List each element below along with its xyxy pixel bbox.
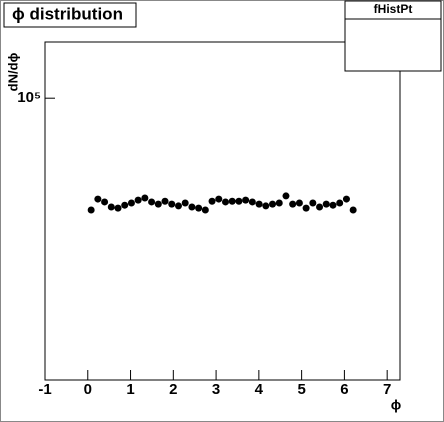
chart-title: ϕ distribution	[12, 4, 123, 23]
data-point	[121, 201, 129, 209]
data-point	[94, 195, 102, 203]
stats-box: fHistPt	[344, 0, 442, 72]
data-point	[134, 196, 142, 204]
data-point	[87, 206, 95, 214]
data-point	[269, 200, 277, 208]
data-point	[316, 203, 324, 211]
data-point	[322, 200, 330, 208]
data-point	[168, 200, 176, 208]
data-point	[221, 198, 229, 206]
data-point	[248, 198, 256, 206]
data-point	[295, 199, 303, 207]
data-point	[161, 197, 169, 205]
data-point	[302, 204, 310, 212]
data-point	[329, 201, 337, 209]
x-tick-label: 6	[340, 381, 348, 398]
plot-frame	[44, 41, 401, 381]
stats-title: fHistPt	[374, 2, 413, 16]
data-point	[228, 197, 236, 205]
data-point	[309, 199, 317, 207]
x-tick-label: 3	[212, 381, 220, 398]
x-tick-label: 4	[255, 381, 264, 398]
x-tick-label: 7	[383, 381, 391, 398]
data-point	[141, 194, 149, 202]
data-point	[255, 200, 263, 208]
data-point	[195, 204, 203, 212]
stats-frame	[344, 0, 442, 72]
x-tick-label: 5	[297, 381, 305, 398]
x-tick-label: 0	[84, 381, 92, 398]
data-point	[188, 203, 196, 211]
data-point	[262, 202, 270, 210]
data-point	[154, 200, 162, 208]
x-tick-label: -1	[38, 381, 51, 398]
x-tick-label: 2	[169, 381, 177, 398]
data-point	[215, 195, 223, 203]
data-point	[201, 206, 209, 214]
data-point	[242, 196, 250, 204]
data-point	[349, 206, 357, 214]
data-point	[101, 198, 109, 206]
data-point	[174, 202, 182, 210]
data-point	[275, 199, 283, 207]
y-tick-label: 10⁵	[17, 89, 41, 106]
x-tick-label: 1	[126, 381, 134, 398]
y-axis-label: dN/dϕ	[5, 52, 20, 91]
data-point	[127, 199, 135, 207]
data-point	[114, 204, 122, 212]
data-point	[282, 192, 290, 200]
data-point	[107, 203, 115, 211]
data-point	[342, 195, 350, 203]
data-point	[181, 199, 189, 207]
data-point	[148, 198, 156, 206]
title-box	[3, 2, 137, 28]
x-axis-label: ϕ	[391, 397, 402, 413]
data-point	[235, 197, 243, 205]
data-point	[336, 199, 344, 207]
data-point	[208, 197, 216, 205]
data-point	[289, 200, 297, 208]
